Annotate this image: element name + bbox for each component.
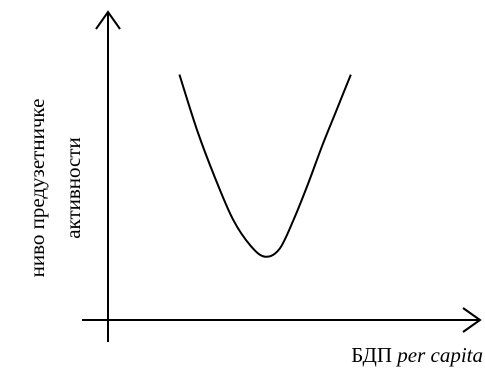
y-axis-label-group: ниво предузетничке (25, 99, 49, 278)
y-axis-label-group-2: активности (61, 137, 85, 239)
axes (82, 10, 482, 342)
y-axis-arrowhead (95, 10, 121, 30)
y-axis-label-line-1: ниво предузетничке (25, 99, 49, 278)
series-curve (178, 74, 352, 258)
x-axis-label-main: БДП (351, 343, 397, 367)
y-axis-label-line-2: активности (61, 137, 85, 239)
x-axis-arrowhead (462, 307, 482, 333)
x-axis-label-italic: per capita (395, 343, 483, 367)
x-axis-label: БДП per capita (351, 343, 483, 367)
